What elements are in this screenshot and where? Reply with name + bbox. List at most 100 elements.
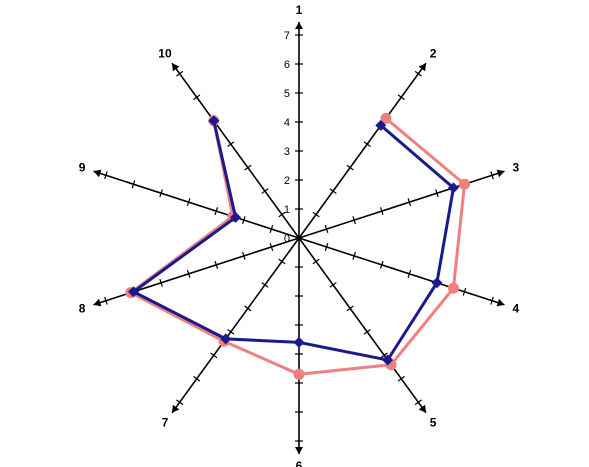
spoke-tick [104, 296, 108, 305]
spoke-tick [104, 171, 108, 180]
category-label: 4 [513, 301, 520, 315]
spoke-tick [176, 70, 184, 77]
category-label: 8 [79, 301, 86, 315]
series-line-1 [127, 117, 467, 376]
data-point-series-2 [128, 286, 140, 298]
data-point-series-1 [293, 368, 305, 380]
spoke-tick [227, 329, 235, 335]
spoke-tick [242, 251, 246, 260]
spoke-axis-2 [298, 62, 427, 239]
data-point-series-2 [293, 336, 305, 348]
spoke-tick [414, 70, 422, 77]
scale-tick-label: 0 [284, 233, 290, 245]
spoke-tick [462, 287, 467, 296]
spoke-axis-9 [93, 170, 300, 239]
spoke-tick [278, 211, 286, 218]
spoke-tick [435, 189, 439, 198]
spoke-axis-8 [93, 237, 300, 306]
scale-tick-label: 6 [284, 59, 290, 71]
spoke-tick [324, 242, 329, 251]
spoke-tick [312, 258, 320, 265]
category-label: 6 [296, 459, 303, 467]
spoke-tick [227, 141, 235, 147]
spoke-tick [261, 188, 269, 194]
spoke-tick [193, 375, 201, 382]
scale-tick-label: 7 [284, 30, 290, 42]
spoke-arrowhead [172, 404, 180, 413]
spoke-tick [278, 258, 286, 265]
category-label: 2 [430, 47, 437, 61]
spoke-tick [214, 260, 219, 269]
spoke-tick [397, 375, 405, 382]
spoke-tick [242, 216, 246, 225]
category-label: 1 [296, 3, 303, 17]
spoke-tick [407, 198, 412, 207]
spoke-tick [214, 207, 219, 216]
scale-tick-label: 2 [284, 175, 290, 187]
category-label: 3 [513, 161, 520, 175]
spoke-tick [346, 164, 354, 171]
spoke-tick [346, 305, 354, 312]
series-layer [125, 112, 470, 380]
spoke-tick [186, 269, 191, 278]
spoke-tick [210, 352, 218, 359]
spoke-tick [407, 269, 412, 278]
data-point-series-2 [230, 211, 242, 223]
category-label: 10 [158, 47, 172, 61]
data-point-series-1 [380, 112, 392, 124]
spoke-tick [269, 225, 274, 234]
data-point-series-2 [447, 182, 459, 194]
spoke-arrowhead [496, 169, 505, 178]
data-point-series-2 [382, 354, 394, 366]
spoke-tick [159, 189, 163, 198]
spoke-tick [352, 216, 356, 225]
data-point-series-1 [458, 178, 470, 190]
spoke-arrowhead [295, 447, 303, 455]
spoke-tick [363, 141, 371, 147]
spoke-tick [176, 399, 184, 406]
spoke-arrowhead [93, 169, 102, 178]
category-label: 9 [79, 161, 86, 175]
spoke-tick [269, 242, 274, 251]
spoke-tick [414, 399, 422, 406]
spoke-tick [363, 329, 371, 335]
spoke-tick [352, 251, 356, 260]
data-point-series-1 [447, 282, 459, 294]
spoke-tick [490, 296, 494, 305]
spoke-axis-5 [298, 237, 427, 414]
spoke-tick [490, 171, 494, 180]
spoke-axis-7 [171, 237, 300, 414]
scale-tick-label: 1 [284, 204, 290, 216]
spoke-tick [159, 278, 163, 287]
spoke-tick [380, 352, 388, 359]
spoke-arrowhead [496, 298, 505, 307]
labels-layer: 1 2 3 4 5 6 7 8 9 10 0 1 2 3 4 5 6 7 [79, 3, 520, 467]
spoke-arrowhead [295, 21, 303, 29]
spoke-tick [261, 282, 269, 288]
scale-tick-label: 4 [284, 117, 290, 129]
scale-tick-label: 3 [284, 146, 290, 158]
data-point-series-2 [220, 333, 232, 345]
category-label: 5 [430, 415, 437, 429]
spoke-axis-3 [298, 170, 505, 239]
data-point-series-2 [375, 119, 387, 131]
spoke-tick [324, 225, 329, 234]
spoke-arrowhead [93, 298, 102, 307]
spoke-tick [379, 260, 384, 269]
spoke-tick [312, 211, 320, 218]
spoke-tick [186, 198, 191, 207]
axes-layer [93, 21, 505, 455]
spoke-tick [244, 164, 252, 171]
spoke-arrowhead [418, 404, 426, 413]
scale-tick-label: 5 [284, 88, 290, 100]
spoke-arrowhead [418, 63, 426, 72]
spoke-tick [244, 305, 252, 312]
spoke-axis-10 [171, 62, 300, 239]
category-label: 7 [162, 415, 169, 429]
data-point-series-2 [208, 115, 220, 127]
spoke-tick [379, 207, 384, 216]
spoke-tick [329, 282, 337, 288]
spoke-arrowhead [172, 63, 180, 72]
